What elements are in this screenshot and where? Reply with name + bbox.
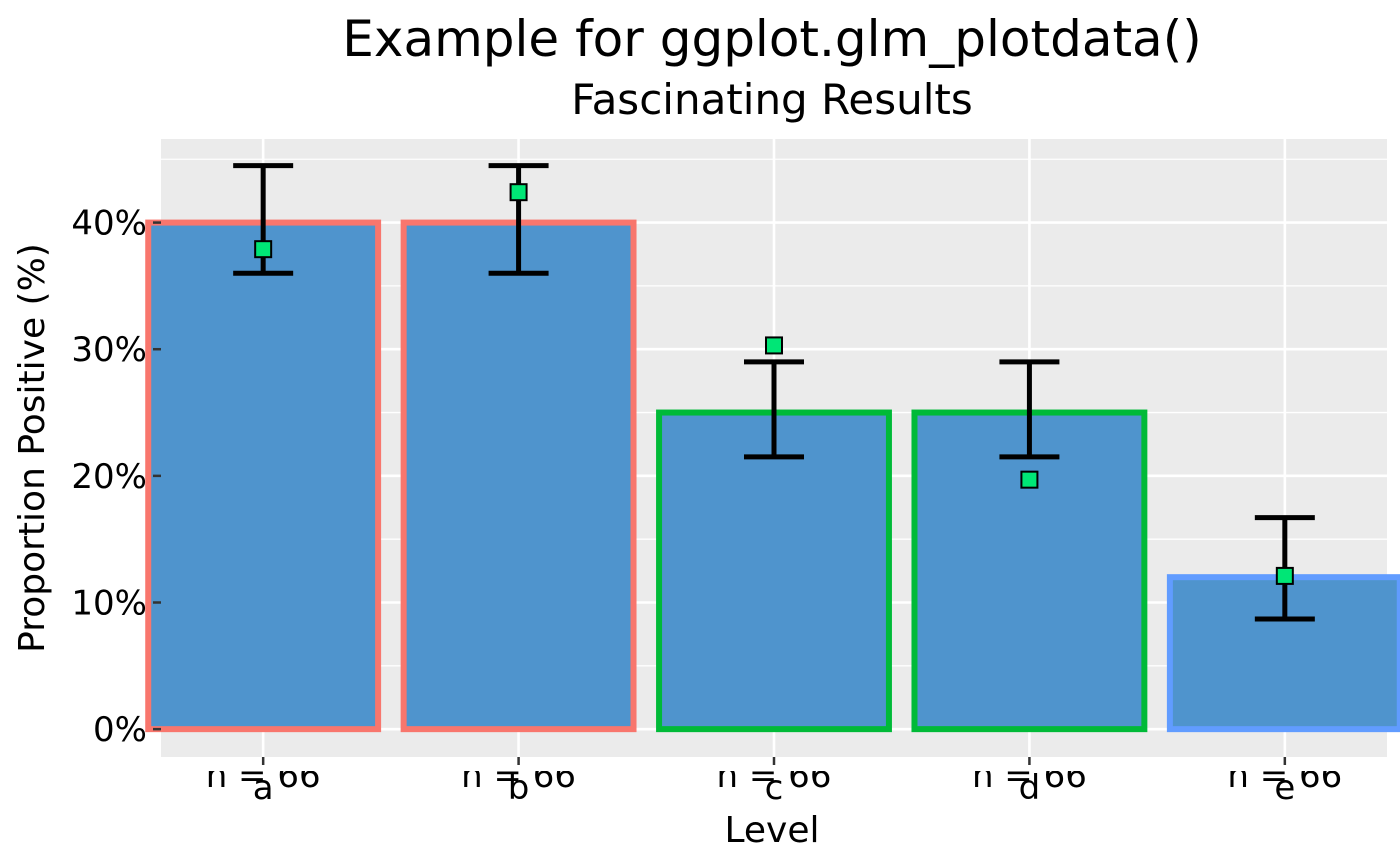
bar-a — [145, 219, 382, 733]
x-tick-label: e — [1274, 768, 1295, 808]
point-e — [1275, 566, 1294, 585]
x-axis: a b c d e — [253, 757, 1295, 808]
x-tick-label: b — [508, 768, 530, 808]
point-b — [509, 183, 528, 202]
y-tick-label: 0% — [93, 710, 147, 750]
y-tick-label: 30% — [71, 330, 147, 370]
bar-b — [400, 219, 637, 733]
bar-c — [656, 409, 892, 733]
point-c — [765, 336, 783, 355]
x-tick-label: c — [765, 768, 784, 808]
bar-d — [911, 409, 1148, 733]
bar-e — [1166, 574, 1400, 733]
error-bar-c — [744, 359, 804, 460]
y-axis: 0% 10% 20% 30% 40% — [71, 204, 161, 750]
y-tick-label: 40% — [71, 204, 147, 244]
point-a — [254, 240, 273, 259]
y-tick-label: 10% — [71, 584, 147, 624]
x-axis-title: Level — [724, 810, 819, 851]
y-axis-title: Proportion Positive (%) — [12, 243, 53, 653]
y-tick-label: 20% — [71, 457, 147, 497]
chart-subtitle: Fascinating Results — [571, 75, 972, 124]
point-d — [1020, 470, 1039, 489]
bars — [145, 219, 1400, 733]
x-tick-label: a — [253, 768, 274, 808]
chart-title: Example for ggplot.glm_plotdata() — [342, 10, 1201, 68]
error-bar-d — [999, 359, 1060, 460]
x-tick-label: d — [1019, 768, 1041, 808]
estimate-points — [254, 183, 1294, 585]
